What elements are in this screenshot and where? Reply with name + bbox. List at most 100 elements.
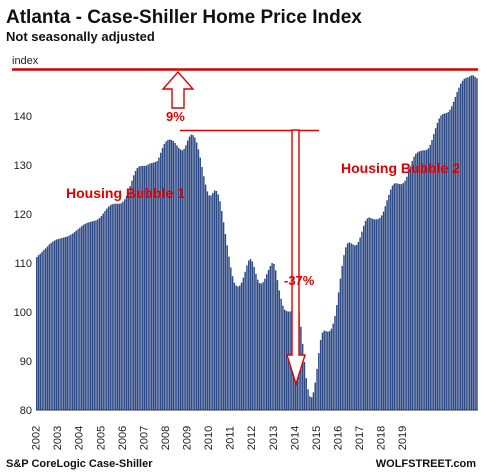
bar bbox=[321, 332, 324, 410]
bar bbox=[307, 389, 309, 410]
bar bbox=[361, 231, 363, 410]
bar bbox=[116, 203, 119, 410]
bar bbox=[301, 343, 304, 410]
x-tick-label: 2008 bbox=[160, 426, 172, 450]
bar bbox=[230, 267, 232, 410]
bar bbox=[334, 315, 336, 410]
bar bbox=[368, 217, 370, 410]
bar bbox=[133, 175, 135, 410]
bar bbox=[425, 149, 428, 410]
bar bbox=[400, 184, 403, 410]
bar bbox=[452, 101, 455, 410]
bar bbox=[152, 162, 155, 410]
y-tick-label: 130 bbox=[14, 160, 32, 172]
bar bbox=[181, 150, 184, 411]
bar bbox=[454, 96, 457, 410]
bar bbox=[235, 285, 237, 410]
bar bbox=[240, 282, 243, 410]
bar bbox=[77, 229, 79, 410]
x-tick-label: 2018 bbox=[376, 426, 388, 450]
bar bbox=[192, 135, 194, 411]
bar bbox=[149, 163, 151, 410]
bar bbox=[113, 203, 115, 410]
bar bbox=[388, 194, 390, 410]
bar bbox=[269, 265, 272, 410]
brand-label: WOLFSTREET.com bbox=[376, 458, 476, 470]
bar bbox=[442, 114, 444, 410]
bar bbox=[345, 247, 347, 410]
x-tick-label: 2019 bbox=[397, 426, 409, 450]
bar bbox=[395, 183, 397, 410]
bar bbox=[363, 225, 365, 410]
up-arrow-icon bbox=[161, 70, 195, 109]
x-tick-label: 2013 bbox=[268, 426, 280, 450]
bar bbox=[203, 176, 205, 410]
bar bbox=[274, 270, 277, 410]
y-axis-label: index bbox=[12, 55, 39, 67]
bar bbox=[125, 195, 128, 410]
bar bbox=[413, 156, 415, 410]
bar bbox=[64, 237, 67, 410]
bar bbox=[371, 218, 374, 410]
bubble1-label: Housing Bubble 1 bbox=[66, 185, 185, 201]
bar bbox=[260, 283, 263, 410]
bar bbox=[122, 201, 124, 410]
bar bbox=[382, 211, 385, 410]
bar bbox=[206, 191, 209, 410]
bubble2-label: Housing Bubble 2 bbox=[341, 160, 460, 176]
x-tick-label: 2014 bbox=[289, 426, 301, 450]
bar bbox=[474, 76, 476, 411]
bar bbox=[319, 339, 322, 410]
pct-down-label: -37% bbox=[284, 273, 315, 288]
bar bbox=[339, 278, 342, 410]
bar bbox=[391, 185, 394, 410]
bar bbox=[111, 204, 113, 410]
bar bbox=[158, 157, 160, 410]
bar bbox=[177, 147, 180, 410]
bar bbox=[476, 78, 478, 411]
bar bbox=[98, 217, 101, 410]
bar bbox=[37, 255, 40, 410]
bar bbox=[183, 148, 185, 410]
bar bbox=[80, 226, 83, 410]
bar bbox=[438, 118, 440, 410]
chart-subtitle: Not seasonally adjusted bbox=[6, 29, 155, 44]
bar bbox=[124, 199, 126, 410]
bar bbox=[348, 242, 351, 410]
bar bbox=[280, 298, 282, 410]
bar bbox=[249, 259, 252, 410]
bar bbox=[79, 227, 81, 410]
bar bbox=[418, 151, 421, 410]
y-tick-label: 80 bbox=[20, 405, 32, 417]
bar bbox=[50, 242, 52, 410]
x-tick-label: 2015 bbox=[311, 426, 323, 450]
y-tick-label: 110 bbox=[14, 258, 32, 270]
bar bbox=[188, 136, 191, 410]
bar bbox=[41, 251, 43, 410]
x-tick-label: 2016 bbox=[332, 426, 344, 450]
bar bbox=[172, 140, 175, 411]
bar bbox=[204, 184, 207, 410]
y-axis-ticks: 80 90 100 110 120 130 140 bbox=[14, 111, 32, 417]
bar bbox=[44, 248, 47, 410]
bar bbox=[36, 257, 38, 410]
bar bbox=[53, 240, 56, 410]
bar bbox=[242, 277, 245, 410]
x-tick-label: 2003 bbox=[52, 426, 64, 450]
bar bbox=[91, 221, 94, 410]
bar bbox=[251, 261, 254, 410]
bar bbox=[364, 220, 367, 410]
bar bbox=[386, 200, 388, 410]
bar bbox=[75, 230, 77, 410]
bar bbox=[231, 276, 234, 410]
bar bbox=[131, 180, 133, 410]
pct-up-label: 9% bbox=[166, 109, 185, 124]
y-tick-label: 100 bbox=[14, 307, 32, 319]
bar bbox=[107, 206, 110, 410]
bar bbox=[106, 208, 108, 410]
bar bbox=[222, 222, 225, 410]
bar bbox=[233, 282, 236, 410]
x-tick-label: 2002 bbox=[31, 426, 43, 450]
bar bbox=[97, 219, 99, 410]
